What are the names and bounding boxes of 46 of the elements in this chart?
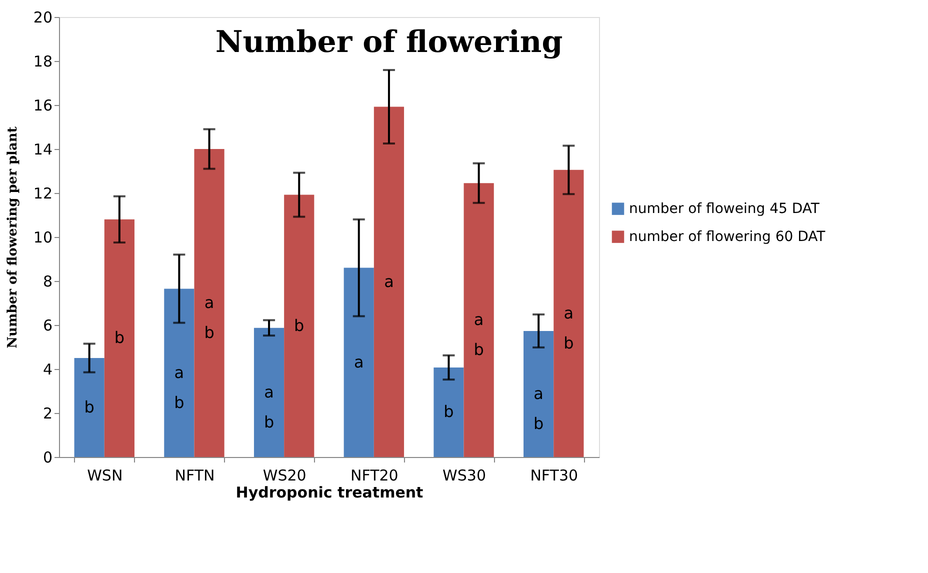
x-tick-label: NFT30 [530, 466, 578, 484]
bar [164, 288, 194, 457]
y-tick-label: 4 [42, 360, 52, 378]
data-label: a b [534, 384, 544, 433]
x-tick-label: NFTN [174, 466, 215, 484]
data-label: a b [204, 293, 214, 342]
y-tick-label: 2 [42, 404, 52, 422]
data-label: a [354, 352, 364, 372]
data-label: b [444, 402, 454, 422]
data-label: a [384, 272, 394, 291]
data-label: a b [264, 382, 274, 432]
y-axis-title: Number of flowering per plant [5, 126, 20, 348]
legend-label: number of flowering 60 DAT [629, 228, 826, 245]
y-tick-label: 0 [42, 448, 52, 466]
y-tick-label: 18 [33, 52, 52, 70]
bar [344, 268, 374, 457]
x-tick-label: WSN [87, 466, 123, 484]
y-tick-label: 20 [33, 8, 52, 26]
bar [284, 194, 314, 457]
y-tick-label: 14 [33, 140, 52, 158]
y-tick-label: 8 [42, 272, 52, 290]
legend-label: number of floweing 45 DAT [629, 200, 820, 217]
data-label: b [84, 398, 94, 416]
bar [104, 219, 134, 457]
bar [554, 170, 584, 457]
x-axis-title: Hydroponic treatment [236, 484, 424, 502]
data-label: b [294, 316, 304, 335]
data-label: a b [474, 310, 484, 360]
bar [254, 328, 284, 457]
x-tick-label: WS30 [442, 466, 486, 484]
bar [434, 367, 464, 457]
bar [74, 358, 104, 457]
bar [194, 149, 224, 457]
y-tick-label: 16 [33, 96, 52, 114]
bar [374, 106, 404, 457]
data-label: a b [564, 303, 574, 352]
y-tick-label: 10 [33, 228, 52, 246]
bar [464, 183, 494, 457]
x-tick-label: WS20 [262, 466, 306, 484]
data-label: b [114, 328, 124, 348]
y-tick-label: 12 [33, 184, 52, 202]
data-label: a b [174, 362, 184, 412]
chart-title: Number of flowering [215, 25, 563, 60]
y-tick-label: 6 [42, 316, 52, 334]
bar [524, 330, 554, 457]
x-tick-label: NFT20 [350, 466, 398, 484]
